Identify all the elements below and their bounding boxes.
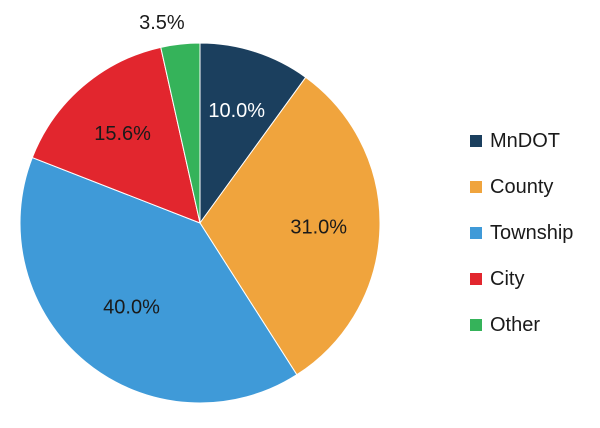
legend-label-township: Township [490,221,574,244]
legend-label-mndot: MnDOT [490,129,560,152]
pie-label-mndot: 10.0% [208,100,265,122]
legend-swatch-mndot [470,135,482,147]
pie-label-township: 40.0% [103,297,160,319]
legend-swatch-county [470,181,482,193]
legend-swatch-city [470,273,482,285]
pie-label-city: 15.6% [94,123,151,145]
pie-slice-mndot [199,42,307,225]
pie-slice-county [199,76,381,376]
legend-item-county: County [470,164,573,210]
pie-slice-city [31,46,201,224]
legend-swatch-other [470,319,482,331]
legend-item-city: City [470,256,573,302]
legend-item-other: Other [470,302,573,348]
legend-label-city: City [490,267,525,290]
legend-swatch-township [470,227,482,239]
legend-label-county: County [490,175,554,198]
legend: MnDOT County Township City Other [470,118,573,348]
legend-item-township: Township [470,210,573,256]
pie-label-county: 31.0% [290,217,347,239]
legend-label-other: Other [490,313,541,336]
pie-slice-other [160,42,201,224]
pie-slice-township [19,156,298,404]
pie-label-other: 3.5% [139,12,185,34]
legend-item-mndot: MnDOT [470,118,573,164]
